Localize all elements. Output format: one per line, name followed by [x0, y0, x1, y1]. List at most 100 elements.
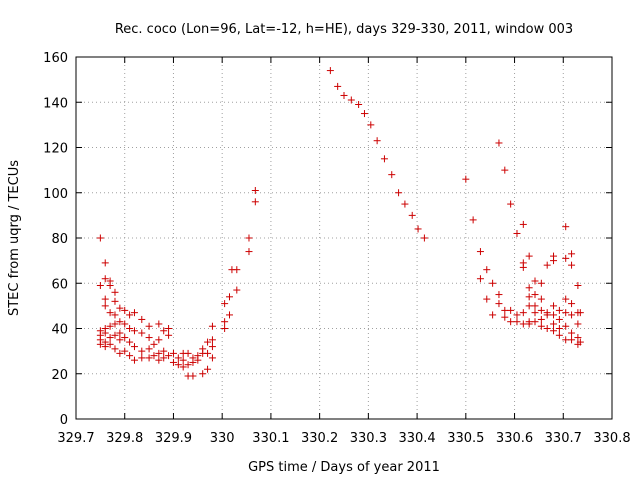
data-point — [347, 96, 355, 104]
data-point — [126, 325, 134, 332]
data-point — [174, 354, 182, 362]
data-point — [326, 67, 334, 75]
data-point — [531, 302, 539, 310]
y-tick-label: 60 — [51, 277, 68, 292]
data-point — [155, 336, 163, 344]
data-point — [537, 315, 545, 323]
data-point — [194, 356, 202, 364]
x-tick-label: 330.4 — [398, 431, 435, 446]
data-point — [221, 318, 229, 326]
y-tick-label: 100 — [43, 187, 68, 202]
data-point — [155, 320, 163, 328]
data-point — [233, 266, 241, 274]
x-tick-labels: 329.7 329.8 329.9 330 330.1 330.2 330.3 330.4 33… — [57, 431, 630, 446]
data-point — [165, 331, 173, 339]
x-tick-label: 329.8 — [106, 431, 143, 446]
x-tick-label: 330.7 — [545, 431, 582, 446]
data-point — [388, 171, 396, 179]
data-point — [495, 139, 503, 147]
data-point — [555, 315, 563, 323]
data-point — [116, 349, 124, 357]
y-tick-label: 120 — [43, 142, 68, 157]
y-tick-label: 0 — [60, 413, 68, 428]
data-point — [106, 322, 114, 330]
data-point — [501, 166, 509, 174]
data-point — [574, 282, 582, 290]
data-point — [483, 295, 491, 303]
data-point — [519, 309, 527, 317]
chart-title: Rec. coco (Lon=96, Lat=-12, h=HE), days … — [115, 22, 573, 37]
data-point — [519, 320, 527, 328]
data-point — [568, 311, 576, 319]
data-point — [101, 295, 109, 303]
data-point — [245, 234, 253, 242]
data-point — [189, 358, 197, 366]
data-point — [221, 300, 229, 308]
data-point — [150, 352, 158, 360]
data-point — [165, 325, 173, 332]
data-point — [568, 336, 576, 344]
x-tick-label: 330.6 — [496, 431, 533, 446]
data-series — [96, 67, 584, 380]
x-tick-label: 330.1 — [252, 431, 289, 446]
data-point — [562, 223, 570, 231]
data-point — [462, 175, 470, 183]
data-point — [501, 306, 509, 314]
data-point — [401, 200, 409, 208]
data-point — [525, 252, 533, 260]
data-point — [111, 331, 119, 339]
data-point — [130, 356, 138, 364]
data-point — [537, 279, 545, 287]
data-point — [160, 354, 168, 362]
data-point — [155, 349, 163, 357]
data-point — [179, 363, 187, 371]
data-point — [562, 336, 570, 344]
data-point — [169, 349, 177, 357]
data-point — [208, 336, 216, 344]
data-point — [476, 248, 484, 256]
data-point — [251, 186, 259, 194]
data-point — [251, 198, 259, 206]
data-point — [138, 354, 146, 362]
data-point — [525, 320, 533, 328]
data-point — [483, 266, 491, 274]
data-point — [169, 358, 177, 366]
data-point — [101, 329, 109, 337]
x-tick-label: 330.8 — [593, 431, 630, 446]
data-point — [395, 189, 403, 197]
data-point — [184, 361, 192, 369]
data-point — [121, 320, 129, 328]
data-point — [96, 234, 104, 242]
data-point — [531, 291, 539, 299]
data-point — [550, 302, 558, 310]
data-point — [145, 334, 153, 342]
data-point — [574, 320, 582, 328]
data-point — [507, 318, 515, 326]
data-point — [101, 302, 109, 310]
data-point — [555, 331, 563, 339]
x-tick-label: 330.3 — [350, 431, 387, 446]
data-point — [495, 291, 503, 299]
data-point — [550, 257, 558, 265]
data-point — [160, 347, 168, 355]
grid — [76, 57, 612, 419]
data-point — [101, 343, 109, 351]
y-tick-label: 160 — [43, 51, 68, 66]
data-point — [340, 91, 348, 99]
data-point — [576, 309, 584, 317]
data-point — [550, 327, 558, 335]
data-point — [184, 349, 192, 357]
x-tick-label: 329.7 — [57, 431, 94, 446]
data-point — [130, 309, 138, 317]
y-tick-labels: 0 20 40 60 80 100 120 140 160 — [43, 51, 68, 428]
data-point — [111, 345, 119, 353]
data-point — [489, 279, 497, 287]
data-point — [562, 322, 570, 330]
data-point — [179, 356, 187, 364]
data-point — [525, 284, 533, 292]
data-point — [568, 261, 576, 269]
data-point — [111, 320, 119, 328]
data-point — [106, 309, 114, 317]
data-point — [531, 318, 539, 326]
